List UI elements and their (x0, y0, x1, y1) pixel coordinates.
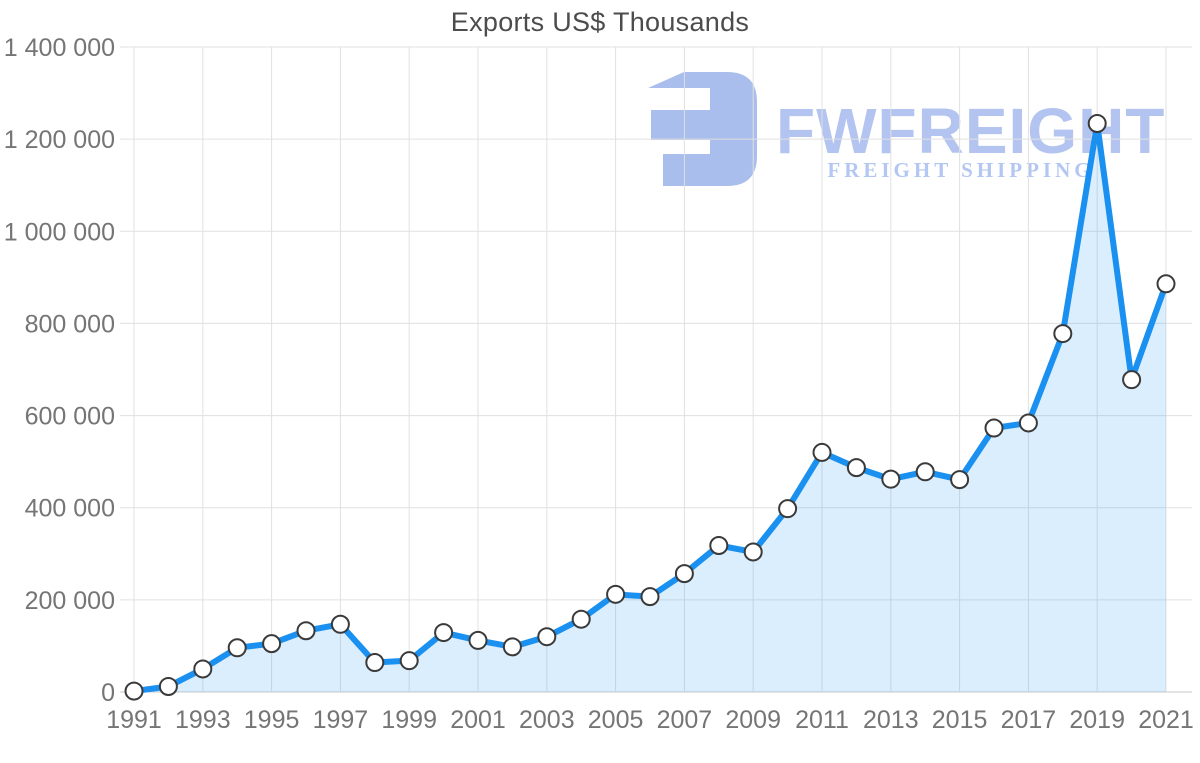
data-point-2019[interactable] (1087, 113, 1107, 133)
data-point-2016[interactable] (984, 418, 1004, 438)
x-tick-label: 2019 (1069, 706, 1125, 734)
fwfreight-logo-icon (648, 72, 757, 186)
data-point-1996[interactable] (296, 621, 316, 641)
y-tick-label: 1 200 000 (4, 126, 115, 154)
data-point-2015[interactable] (950, 470, 970, 490)
data-point-2011[interactable] (812, 442, 832, 462)
y-tick-label: 200 000 (25, 587, 115, 615)
x-tick-label: 2015 (932, 706, 988, 734)
data-point-2012[interactable] (846, 458, 866, 478)
chart-title: Exports US$ Thousands (450, 7, 750, 37)
data-point-2002[interactable] (502, 637, 522, 657)
data-point-2014[interactable] (915, 462, 935, 482)
x-tick-label: 1999 (381, 706, 437, 734)
x-tick-label: 2001 (450, 706, 506, 734)
y-tick-label: 1 400 000 (4, 34, 115, 62)
data-point-1998[interactable] (365, 653, 385, 673)
data-point-2005[interactable] (606, 584, 626, 604)
data-point-1997[interactable] (330, 614, 350, 634)
x-tick-label: 1991 (106, 706, 162, 734)
data-point-1994[interactable] (227, 638, 247, 658)
data-point-2009[interactable] (743, 542, 763, 562)
grid-layer: 0 200 000 400 000 600 000 800 000 1 000 000 1 … (4, 34, 1194, 734)
y-tick-label: 0 (101, 679, 115, 707)
x-tick-label: 2011 (795, 706, 849, 734)
y-tick-label: 1 000 000 (4, 218, 115, 246)
data-point-2021[interactable] (1156, 274, 1176, 294)
data-point-2003[interactable] (537, 627, 557, 647)
x-tick-label: 2021 (1138, 706, 1194, 734)
area-fill (134, 123, 1166, 692)
watermark-brand-text: FWFREIGHT (776, 95, 1165, 167)
data-points (124, 113, 1176, 701)
x-tick-label: 1993 (175, 706, 231, 734)
data-point-2000[interactable] (434, 623, 454, 643)
data-point-2020[interactable] (1122, 370, 1142, 390)
x-tick-label: 2003 (519, 706, 575, 734)
x-tick-label: 2009 (725, 706, 781, 734)
data-point-2001[interactable] (468, 630, 488, 650)
data-point-1999[interactable] (399, 651, 419, 671)
data-point-2007[interactable] (674, 564, 694, 584)
data-point-1993[interactable] (193, 659, 213, 679)
data-point-2013[interactable] (881, 469, 901, 489)
data-point-1995[interactable] (262, 634, 282, 654)
x-tick-label: 2007 (657, 706, 713, 734)
y-tick-label: 600 000 (25, 403, 115, 431)
y-tick-label: 800 000 (25, 310, 115, 338)
x-tick-label: 1995 (244, 706, 300, 734)
data-point-2006[interactable] (640, 587, 660, 607)
data-point-2018[interactable] (1053, 324, 1073, 344)
x-tick-label: 1997 (313, 706, 369, 734)
x-tick-label: 2005 (588, 706, 644, 734)
x-tick-label: 2017 (1001, 706, 1057, 734)
x-tick-label: 2013 (863, 706, 919, 734)
data-point-2017[interactable] (1018, 413, 1038, 433)
y-tick-label: 400 000 (25, 495, 115, 523)
data-point-1991[interactable] (124, 681, 144, 701)
watermark-tagline-text: FREIGHT SHIPPING (827, 158, 1094, 182)
data-point-2008[interactable] (709, 535, 729, 555)
data-point-2010[interactable] (778, 499, 798, 519)
data-point-2004[interactable] (571, 609, 591, 629)
data-point-1992[interactable] (158, 676, 178, 696)
